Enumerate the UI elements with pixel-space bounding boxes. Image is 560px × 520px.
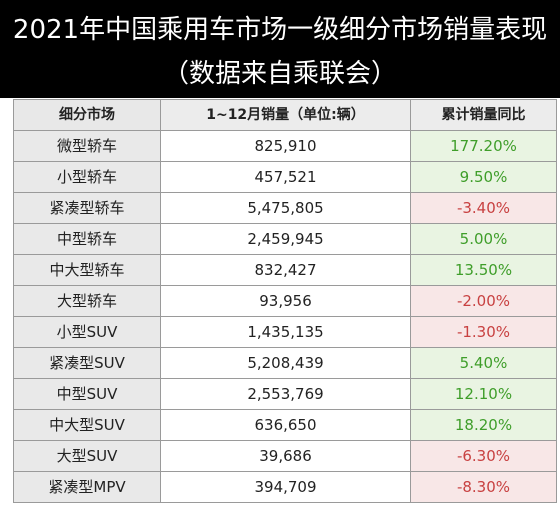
table-row: 紧凑型轿车 5,475,805 -3.40% [13,192,557,224]
cell-yoy: -8.30% [410,471,557,503]
cell-sales: 457,521 [160,161,411,193]
cell-segment: 中型轿车 [13,223,161,255]
cell-yoy: 18.20% [410,409,557,441]
cell-sales: 93,956 [160,285,411,317]
cell-yoy: -3.40% [410,192,557,224]
cell-segment: 紧凑型MPV [13,471,161,503]
table-row: 中型SUV 2,553,769 12.10% [13,378,557,410]
page-title: 2021年中国乘用车市场一级细分市场销量表现 [12,15,548,45]
cell-sales: 2,553,769 [160,378,411,410]
column-header-sales: 1~12月销量（单位:辆） [160,99,411,131]
cell-segment: 大型SUV [13,440,161,472]
table-row: 小型轿车 457,521 9.50% [13,161,557,193]
table-row: 中大型轿车 832,427 13.50% [13,254,557,286]
cell-sales: 5,475,805 [160,192,411,224]
cell-segment: 微型轿车 [13,130,161,162]
cell-yoy: 13.50% [410,254,557,286]
cell-sales: 636,650 [160,409,411,441]
cell-yoy: 5.00% [410,223,557,255]
cell-yoy: 5.40% [410,347,557,379]
table-header: 细分市场 1~12月销量（单位:辆） 累计销量同比 [13,99,557,131]
table-row: 大型SUV 39,686 -6.30% [13,440,557,472]
cell-sales: 5,208,439 [160,347,411,379]
table-header-row: 细分市场 1~12月销量（单位:辆） 累计销量同比 [13,99,557,131]
table-row: 紧凑型SUV 5,208,439 5.40% [13,347,557,379]
title-banner: 2021年中国乘用车市场一级细分市场销量表现 （数据来自乘联会） [0,0,560,98]
cell-yoy: -2.00% [410,285,557,317]
cell-sales: 39,686 [160,440,411,472]
sales-table: 细分市场 1~12月销量（单位:辆） 累计销量同比 微型轿车 825,910 177… [13,99,557,503]
cell-yoy: 9.50% [410,161,557,193]
cell-yoy: 177.20% [410,130,557,162]
page-subtitle: （数据来自乘联会） [162,59,397,89]
table-row: 微型轿车 825,910 177.20% [13,130,557,162]
cell-segment: 中大型轿车 [13,254,161,286]
column-header-segment: 细分市场 [13,99,161,131]
table-row: 小型SUV 1,435,135 -1.30% [13,316,557,348]
table-row: 中型轿车 2,459,945 5.00% [13,223,557,255]
cell-yoy: -1.30% [410,316,557,348]
cell-segment: 大型轿车 [13,285,161,317]
cell-yoy: -6.30% [410,440,557,472]
table-row: 大型轿车 93,956 -2.00% [13,285,557,317]
column-header-yoy: 累计销量同比 [410,99,557,131]
cell-sales: 394,709 [160,471,411,503]
cell-sales: 825,910 [160,130,411,162]
cell-sales: 832,427 [160,254,411,286]
cell-segment: 紧凑型SUV [13,347,161,379]
cell-segment: 中型SUV [13,378,161,410]
cell-segment: 小型轿车 [13,161,161,193]
cell-segment: 小型SUV [13,316,161,348]
cell-sales: 2,459,945 [160,223,411,255]
cell-segment: 紧凑型轿车 [13,192,161,224]
cell-sales: 1,435,135 [160,316,411,348]
table-row: 紧凑型MPV 394,709 -8.30% [13,471,557,503]
table-body: 微型轿车 825,910 177.20% 小型轿车 457,521 9.50% 紧凑型轿车 5… [13,130,557,503]
cell-segment: 中大型SUV [13,409,161,441]
table-row: 中大型SUV 636,650 18.20% [13,409,557,441]
cell-yoy: 12.10% [410,378,557,410]
